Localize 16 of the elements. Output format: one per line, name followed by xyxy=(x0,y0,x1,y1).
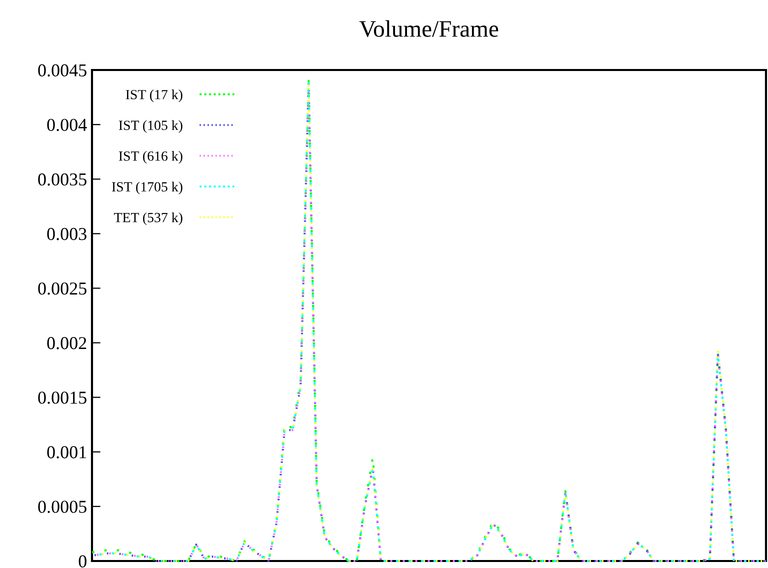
legend-label: IST (616 k) xyxy=(118,151,182,164)
legend-label: IST (1705 k) xyxy=(112,182,182,194)
y-tick-label: 0.001 xyxy=(47,446,86,458)
y-tick-label: 0.0045 xyxy=(38,64,86,77)
y-tick-label: 0.0015 xyxy=(38,392,86,404)
legend-label: TET (537 k) xyxy=(114,212,182,226)
y-tick-label: 0.0035 xyxy=(38,173,86,186)
y-tick-label: 0.003 xyxy=(47,228,86,240)
y-tick-label: 0.0025 xyxy=(38,282,86,295)
y-tick-label: 0.0005 xyxy=(38,500,86,513)
y-tick-label: 0.004 xyxy=(47,118,87,132)
legend-label: IST (105 k) xyxy=(118,120,182,133)
y-tick-label: 0.002 xyxy=(47,337,86,350)
legend-label: IST (17 k) xyxy=(126,90,182,102)
y-tick-label: 0 xyxy=(78,555,86,568)
chart-title: Volume/Frame xyxy=(359,20,498,38)
